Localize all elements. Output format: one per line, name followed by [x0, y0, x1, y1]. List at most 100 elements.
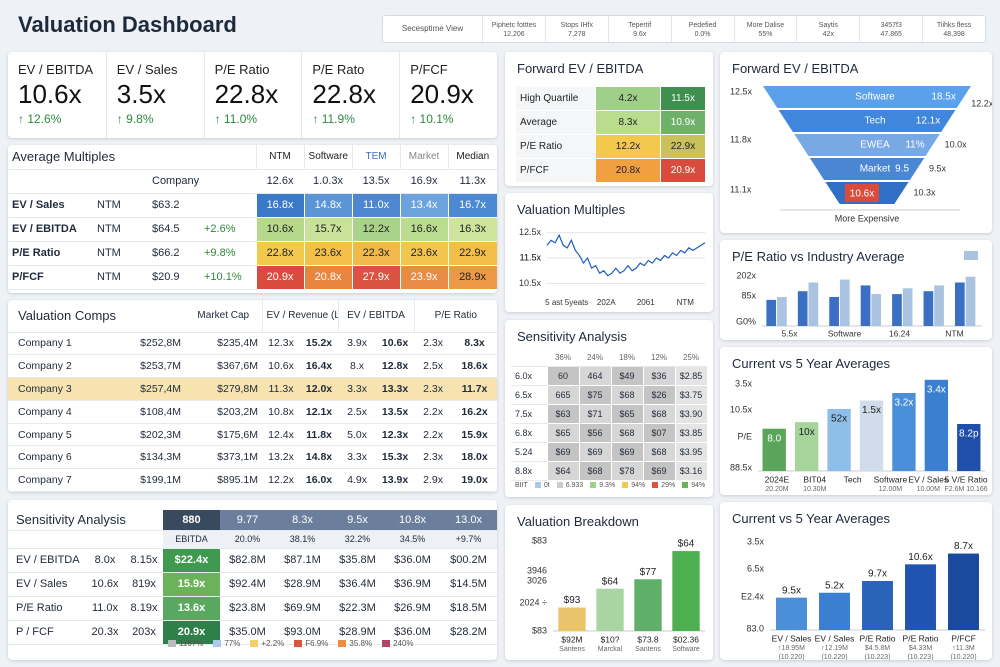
comp-value: $252,8M	[110, 332, 186, 356]
kpi-label: P/E Ratio	[214, 62, 270, 77]
y-axis-label: 3.5x	[735, 378, 753, 388]
comp-value: 10.6x	[262, 354, 301, 379]
legend-label: F6.9%	[305, 639, 329, 648]
legend-label: 240%	[393, 639, 414, 648]
column-header: 24%	[579, 350, 611, 367]
comp-value: 11.3x	[262, 377, 301, 401]
x-label: Software	[874, 474, 908, 484]
comp-value: $175,6M	[185, 423, 263, 447]
toolbar-label: Tepertif	[628, 22, 652, 29]
x-label: $02.36	[673, 634, 699, 644]
band-value: 12.1x	[916, 116, 940, 127]
bar-label: 3.2x	[894, 398, 913, 409]
bar-label: $77	[640, 567, 657, 578]
bar	[776, 597, 807, 630]
line	[546, 233, 706, 277]
price: $20.9	[148, 265, 200, 290]
forward-row: High Quartile 4.2x 11.5x	[515, 86, 706, 111]
sensitivity-value: $93.0M	[275, 620, 330, 645]
bar-label: 10x	[799, 427, 815, 438]
change: +10.1%	[200, 265, 257, 290]
grid-cell: $68	[610, 422, 644, 443]
metric-label: EV / EBITDA	[8, 217, 93, 242]
comp-value: 16.0x	[300, 468, 339, 492]
grid-cell: $07	[642, 422, 676, 443]
bar	[634, 579, 662, 631]
grid-cell: $69	[610, 441, 644, 462]
bar-label: 8.0	[767, 433, 781, 444]
bar-label: 9.7x	[868, 569, 887, 580]
company-name: Company 7	[8, 468, 110, 492]
chart: 12.5x 11.8x 11.1x Software 18.5x Tech 12.1x EWE…	[730, 86, 992, 223]
kpi-card: EV / EBITDA 10.6x ↑ 12.6%	[8, 52, 105, 138]
x-label: (10.223)	[907, 654, 933, 660]
comp-value: 2.2x	[414, 400, 453, 424]
company-name: Company 2	[8, 354, 110, 379]
metric-label: EV / Sales	[8, 193, 93, 218]
band-highlight	[845, 184, 879, 202]
comp-value: 3.3x	[338, 377, 377, 401]
heat-cell: 12.2x	[351, 216, 401, 242]
sensitivity-value: 20.9x	[163, 620, 220, 645]
y-axis-label: 12.5x	[730, 86, 753, 96]
x-label: NTM	[677, 298, 695, 307]
panel-title: Current vs 5 Year Averages	[732, 511, 891, 526]
sensitivity-value: $36.0M	[385, 620, 440, 645]
forward-table-panel: Forward EV / EBITDA High Quartile 4.2x 11.5…	[505, 52, 713, 186]
comp-value: 18.6x	[452, 354, 497, 379]
valuation-breakdown-panel: Valuation Breakdown $83 3946 3026 2024 ÷ $83 $…	[505, 505, 713, 660]
company-value: 11.3x	[448, 169, 497, 194]
x-label: (10.223)	[864, 654, 890, 660]
y-axis-label: $83	[532, 625, 547, 635]
kpi-card: P/E Rato 22.8x ↑ 11.9%	[301, 52, 398, 138]
heat-cell: 16.6x	[399, 216, 449, 242]
grid-cell: $68	[578, 460, 612, 481]
bar-label: 9.5x	[782, 585, 801, 596]
heat-cell: 10.6x	[255, 216, 305, 242]
heat-cell: 20.9x	[255, 264, 305, 290]
toolbar-value: 7,278	[568, 31, 586, 38]
legend-item: 240%	[382, 639, 414, 648]
x-label: $92M	[561, 634, 582, 644]
row-label: P/E Ratio	[8, 596, 85, 621]
bar	[596, 588, 624, 631]
column-header: 25%	[675, 350, 707, 367]
y-axis-label: 2024 ÷	[520, 597, 548, 607]
comp-value: 4.9x	[338, 468, 377, 492]
comp-value: 13.3x	[376, 377, 415, 401]
bar	[794, 422, 819, 471]
sensitivity-row: EV / EBITDA 8.0x 8.15x $22.4x $82.8M $87.1M $3…	[8, 548, 497, 573]
toolbar-label: Pedefied	[688, 22, 717, 29]
sensitivity-value: 8.19x	[125, 596, 163, 621]
change: +9.8%	[200, 241, 257, 266]
y-axis-label: 6.5x	[747, 563, 765, 573]
average-multiples-table: Average Multiples NTM Software TEM Market Med…	[8, 145, 497, 290]
heat-cell: 22.8x	[255, 240, 305, 266]
grid-row: 6.0x 60 464 $49 $36 $2.85	[511, 365, 708, 386]
column-header: 9.77	[220, 510, 275, 531]
toolbar-label: Secesptime View	[401, 24, 464, 33]
kpi-label: EV / Sales	[116, 62, 178, 77]
sensitivity-value: $22.3M	[330, 596, 385, 621]
toolbar-value: 48,398	[943, 31, 965, 38]
band-name: EWEA	[860, 140, 890, 151]
subheader-row: EBITDA 20.0% 38.1% 32.2% 34.5% +9.7%	[8, 530, 497, 549]
x-label: 12.00M	[879, 486, 903, 493]
kpi-label: P/FCF	[410, 62, 448, 77]
row-label: 6.8x	[511, 423, 547, 443]
comp-value: 11.8x	[300, 423, 339, 447]
x-label: 2024E	[765, 474, 790, 484]
x-label: ↑12.19M	[821, 645, 848, 652]
x-label: $4.5.8M	[865, 645, 890, 652]
grid-cell: $49	[610, 365, 644, 386]
toolbar: Secesptime View Piphetc fotttes 12,206 Stop…	[382, 15, 986, 43]
toolbar-label: 3457f3	[880, 22, 902, 29]
comp-value: 12.4x	[262, 423, 301, 447]
company-label: Company	[148, 169, 257, 194]
funnel-band	[809, 158, 925, 180]
sensitivity-panel: Sensitivity Analysis 880 9.77 8.3x 9.5x 10.8x…	[8, 500, 497, 660]
legend-item: 94%	[622, 482, 645, 489]
grid-cell: $3.16	[674, 460, 708, 481]
comp-value: 13.5x	[376, 400, 415, 424]
comp-value: 10.6x	[376, 332, 415, 356]
